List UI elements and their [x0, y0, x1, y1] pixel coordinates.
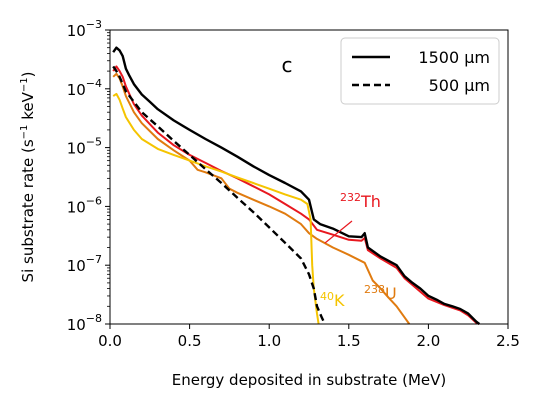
y-axis-label-part: Si substrate rate (s — [19, 139, 37, 282]
annotation-u-sup: 238 — [364, 283, 385, 296]
annotation-k-sup: 40 — [320, 290, 334, 303]
legend-box — [340, 37, 500, 105]
x-axis: 0.0 0.5 1.0 1.5 2.0 2.5 — [98, 324, 520, 350]
annotation-u: 238U — [364, 283, 397, 303]
annotation-th: 232Th — [340, 191, 381, 211]
plot-frame — [109, 29, 509, 325]
y-axis: 10−8 10−7 10−6 10−5 10−4 10−3 — [67, 18, 110, 334]
x-tick-label: 0.5 — [178, 332, 202, 350]
series-line-1500-m-total — [112, 46, 481, 325]
x-axis-label: Energy deposited in substrate (MeV) — [172, 371, 446, 389]
y-tick-label: 10−8 — [67, 312, 102, 334]
y-tick-label: 10−4 — [67, 77, 102, 99]
annotation-pointer-th — [324, 220, 353, 244]
annotation-u-text: U — [385, 284, 397, 303]
y-tick-label: 10−3 — [67, 18, 102, 40]
x-tick-label: 1.5 — [337, 332, 361, 350]
legend-label-1500: 1500 µm — [418, 48, 490, 67]
annotation-th-sup: 232 — [340, 191, 361, 204]
legend-label-500: 500 µm — [429, 76, 490, 95]
x-tick-label: 2.0 — [416, 332, 440, 350]
series-line-40k — [112, 92, 320, 325]
y-tick-label: 10−6 — [67, 194, 102, 216]
x-tick-label: 1.0 — [257, 332, 281, 350]
annotation-k-text: K — [334, 291, 345, 310]
legend: 1500 µm 500 µm — [340, 37, 500, 105]
y-axis-label: Si substrate rate (s−1 keV−1) — [19, 72, 37, 283]
y-axis-label-exp: −1 — [19, 125, 30, 140]
y-axis-label-part: keV — [19, 91, 37, 124]
series-line-232th — [112, 65, 480, 325]
y-tick-label: 10−7 — [67, 253, 102, 275]
series-line-238u — [112, 72, 411, 325]
panel-label: c — [282, 53, 293, 77]
series-lines — [112, 46, 481, 325]
y-axis-label-part: ) — [19, 72, 37, 78]
annotation-th-text: Th — [360, 192, 381, 211]
y-tick-label: 10−5 — [67, 136, 102, 158]
annotation-k: 40K — [320, 290, 345, 310]
series-line-500-m-total — [112, 65, 326, 325]
y-axis-label-exp: −1 — [19, 77, 30, 92]
x-tick-label: 2.5 — [496, 332, 520, 350]
x-tick-label: 0.0 — [98, 332, 122, 350]
